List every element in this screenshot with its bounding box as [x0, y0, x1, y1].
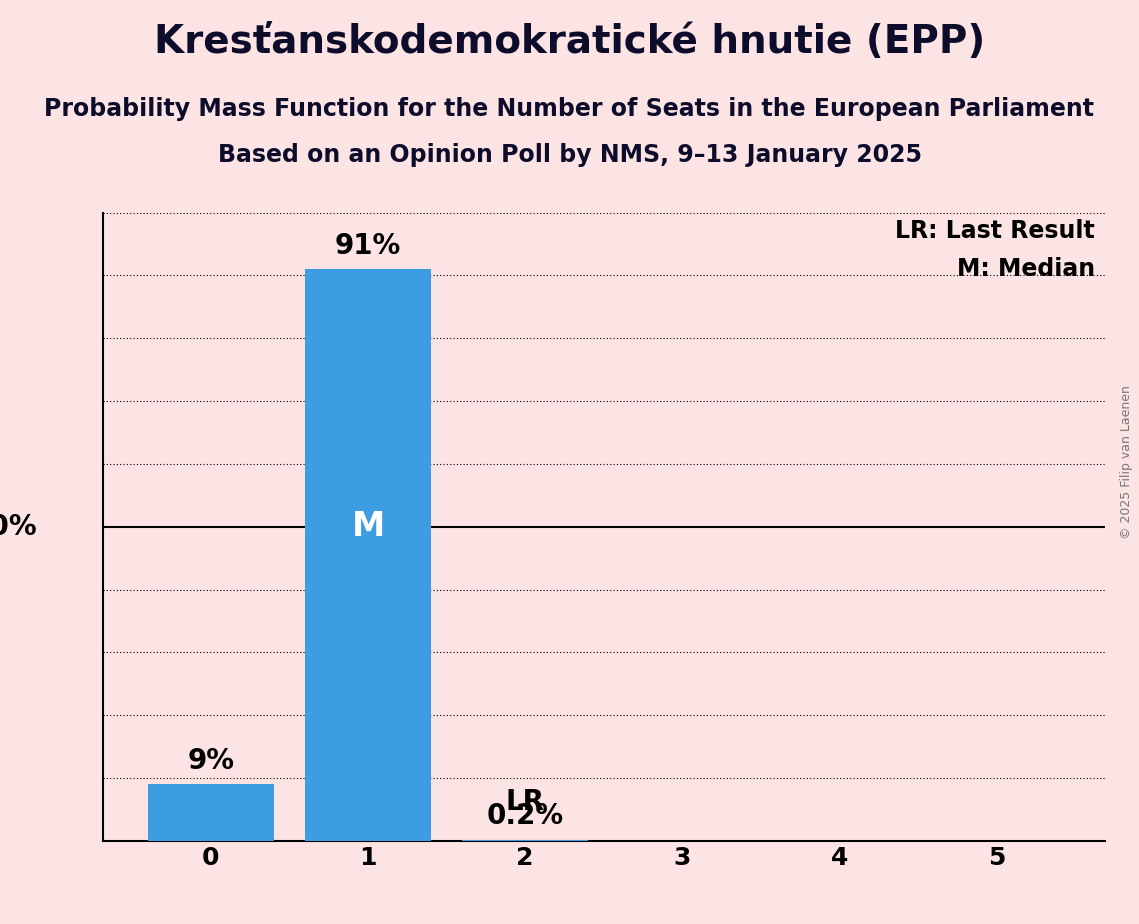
- Text: 9%: 9%: [188, 747, 235, 775]
- Text: Probability Mass Function for the Number of Seats in the European Parliament: Probability Mass Function for the Number…: [44, 97, 1095, 121]
- Text: 91%: 91%: [335, 232, 401, 260]
- Text: Based on an Opinion Poll by NMS, 9–13 January 2025: Based on an Opinion Poll by NMS, 9–13 Ja…: [218, 143, 921, 167]
- Text: © 2025 Filip van Laenen: © 2025 Filip van Laenen: [1121, 385, 1133, 539]
- Text: M: M: [352, 510, 385, 543]
- Text: LR: LR: [506, 787, 544, 816]
- Text: 50%: 50%: [0, 513, 38, 541]
- Text: Kresťanskodemokratické hnutie (EPP): Kresťanskodemokratické hnutie (EPP): [154, 23, 985, 61]
- Text: LR: Last Result: LR: Last Result: [895, 219, 1095, 243]
- Bar: [305, 269, 431, 841]
- Text: 0.2%: 0.2%: [486, 802, 564, 830]
- Text: M: Median: M: Median: [957, 257, 1095, 281]
- Bar: [462, 840, 588, 841]
- Bar: [148, 784, 273, 841]
